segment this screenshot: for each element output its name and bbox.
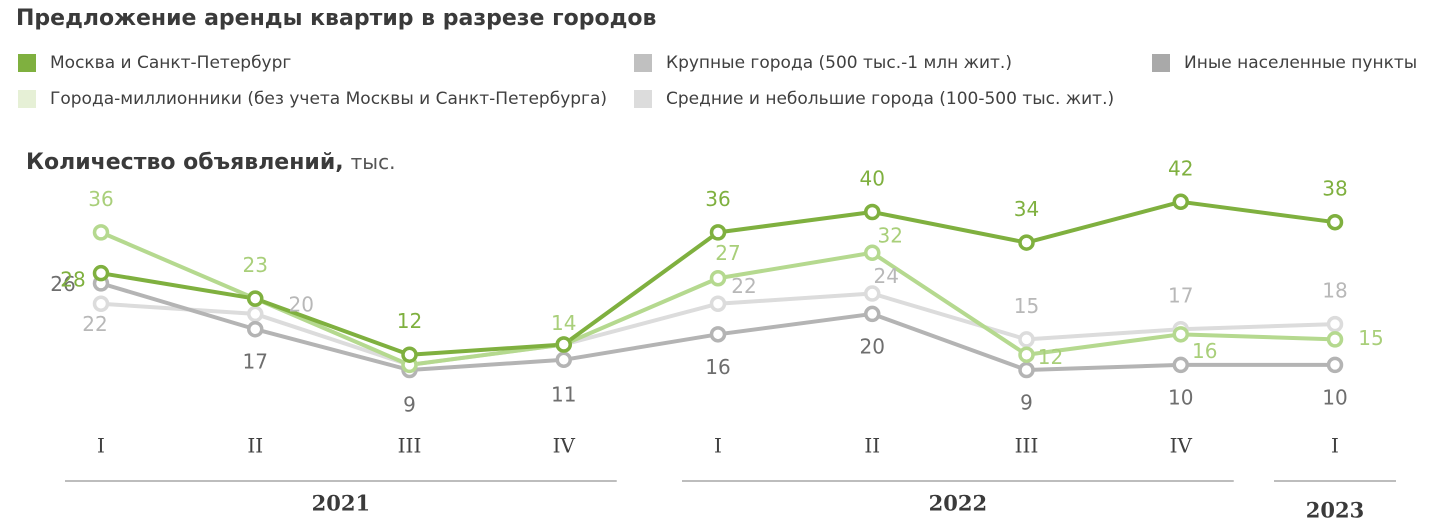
- data-point: [709, 270, 727, 287]
- data-point: [709, 224, 727, 241]
- data-label: 20: [289, 292, 314, 316]
- data-label: 16: [705, 355, 730, 379]
- x-tick-label: II: [864, 434, 880, 458]
- data-point: [1326, 213, 1344, 231]
- legend-swatch: [18, 90, 36, 108]
- data-label: 23: [243, 253, 268, 277]
- data-label: 15: [1358, 326, 1383, 350]
- legend-item-moscow-spb: Москва и Санкт-Петербург: [18, 53, 291, 73]
- x-tick-label: IV: [1170, 434, 1193, 458]
- data-point: [1172, 356, 1189, 374]
- data-point: [401, 346, 418, 363]
- data-label: 12: [1038, 345, 1063, 369]
- legend-swatch: [634, 54, 652, 72]
- data-point: [555, 336, 572, 353]
- data-point: [247, 320, 264, 338]
- data-point: [709, 295, 727, 312]
- data-point: [709, 326, 727, 343]
- data-point: [864, 285, 881, 302]
- data-label: 10: [1168, 385, 1193, 409]
- year-label: 2023: [1306, 498, 1364, 523]
- data-label: 36: [705, 187, 730, 211]
- data-point: [1018, 234, 1035, 251]
- data-label: 18: [1322, 279, 1347, 303]
- legend-label: Москва и Санкт-Петербург: [50, 53, 292, 73]
- legend-item-other-settlements: Иные населенные пункты: [1152, 53, 1417, 73]
- data-label: 12: [397, 309, 422, 333]
- legend-item-medium-small-cities: Средние и небольшие города (100-500 тыс.…: [634, 89, 1114, 109]
- data-label: 14: [551, 311, 576, 335]
- data-label: 42: [1168, 156, 1193, 180]
- data-label: 9: [403, 393, 416, 417]
- year-label: 2021: [312, 491, 370, 516]
- legend-swatch: [634, 90, 652, 108]
- x-tick-label: III: [398, 434, 422, 458]
- legend-label: Средние и небольшие города (100-500 тыс.…: [666, 89, 1115, 109]
- data-label: 36: [88, 187, 113, 211]
- chart-subtitle: Количество объявлений, тыс.: [26, 150, 395, 175]
- data-label: 16: [1192, 339, 1217, 363]
- x-tick-label: II: [247, 434, 263, 458]
- x-tick-label: I: [97, 434, 105, 458]
- data-label: 38: [1322, 177, 1347, 201]
- data-point: [864, 203, 881, 221]
- data-point: [1172, 193, 1189, 211]
- data-point: [1172, 326, 1189, 343]
- data-label: 27: [715, 241, 740, 265]
- data-point: [555, 351, 572, 369]
- legend-item-large-cities: Крупные города (500 тыс.-1 млн жит.): [634, 53, 1012, 73]
- data-point: [247, 305, 264, 323]
- data-point: [864, 244, 881, 262]
- data-point: [247, 290, 264, 307]
- data-point: [1018, 331, 1035, 348]
- legend-item-million-cities: Города-миллионники (без учета Москвы и С…: [18, 89, 607, 109]
- legend-label: Города-миллионники (без учета Москвы и С…: [50, 89, 608, 109]
- x-tick-label: I: [714, 434, 722, 458]
- x-tick-label: III: [1015, 434, 1039, 458]
- legend-swatch: [1152, 54, 1170, 72]
- data-label: 28: [60, 268, 85, 292]
- data-label: 40: [860, 167, 885, 191]
- data-label: 17: [243, 350, 268, 374]
- year-label: 2022: [929, 491, 987, 516]
- x-tick-label: IV: [553, 434, 576, 458]
- subtitle-unit: тыс.: [350, 150, 396, 174]
- data-point: [92, 264, 110, 282]
- data-label: 10: [1322, 385, 1347, 409]
- data-label: 20: [860, 334, 885, 358]
- subtitle-text: Количество объявлений,: [26, 150, 344, 175]
- data-point: [1018, 346, 1035, 363]
- data-point: [1018, 361, 1035, 379]
- page-title: Предложение аренды квартир в разрезе гор…: [16, 6, 657, 31]
- data-point: [1326, 356, 1344, 374]
- data-label: 22: [731, 274, 756, 298]
- data-label: 22: [82, 312, 107, 336]
- data-label: 34: [1014, 197, 1039, 221]
- data-point: [1326, 331, 1344, 348]
- data-point: [92, 224, 110, 241]
- x-tick-label: I: [1331, 434, 1339, 458]
- data-point: [864, 305, 881, 323]
- data-label: 9: [1020, 391, 1033, 415]
- data-label: 24: [874, 264, 899, 288]
- data-point: [1326, 315, 1344, 333]
- data-label: 32: [878, 223, 903, 247]
- legend-label: Иные населенные пункты: [1184, 53, 1418, 73]
- legend-swatch: [18, 54, 36, 72]
- data-label: 11: [551, 382, 576, 406]
- data-label: 15: [1014, 294, 1039, 318]
- data-label: 26: [50, 272, 75, 296]
- data-label: 17: [1168, 284, 1193, 308]
- legend-label: Крупные города (500 тыс.-1 млн жит.): [666, 53, 1012, 73]
- data-point: [92, 295, 110, 312]
